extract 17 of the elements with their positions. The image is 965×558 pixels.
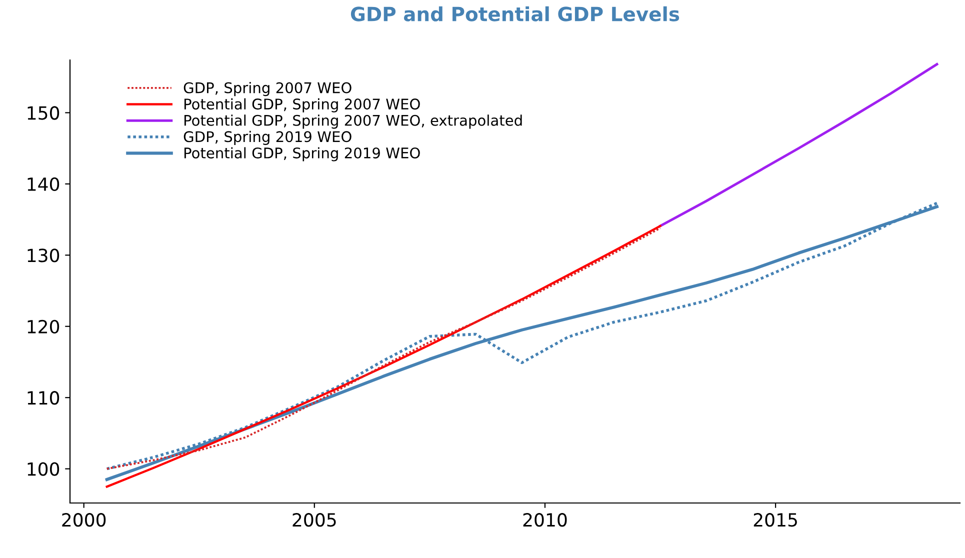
y-tick-label: 150: [28, 106, 60, 120]
y-tick-label: 100: [28, 462, 60, 476]
legend-label: Potential GDP, Spring 2007 WEO: [184, 98, 420, 112]
x-tick-label: 2000: [62, 513, 106, 527]
x-tick-label: 2015: [754, 513, 797, 527]
legend-label: Potential GDP, Spring 2007 WEO, extrapolated: [184, 114, 522, 129]
chart-title: GDP and Potential GDP Levels: [350, 6, 680, 22]
y-tick-label: 130: [28, 248, 60, 262]
y-tick-label: 120: [28, 320, 60, 334]
y-tick-label: 140: [28, 177, 60, 192]
legend-label: GDP, Spring 2007 WEO: [184, 82, 352, 96]
x-tick-label: 2005: [292, 513, 336, 527]
legend-label: Potential GDP, Spring 2019 WEO: [184, 147, 420, 162]
line-series: [659, 63, 938, 228]
legend-label: GDP, Spring 2019 WEO: [184, 130, 352, 146]
x-tick-label: 2010: [523, 513, 567, 527]
y-tick-label: 110: [28, 391, 60, 405]
